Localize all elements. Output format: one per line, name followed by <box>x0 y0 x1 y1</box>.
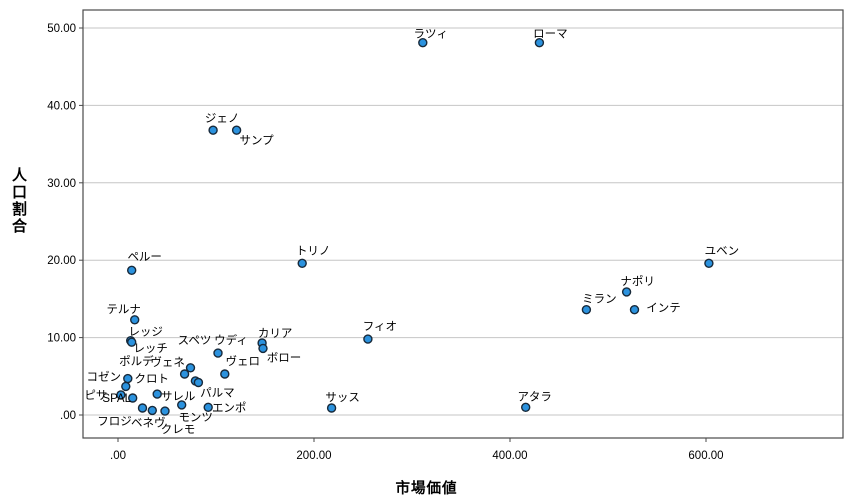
data-point <box>231 125 242 135</box>
point-label: フロジ <box>97 416 132 428</box>
data-point <box>179 369 190 379</box>
data-point <box>121 381 131 392</box>
data-point <box>220 369 230 379</box>
data-point <box>193 377 204 388</box>
point-label: クロト <box>135 373 170 386</box>
x-tick-label: .00 <box>110 450 126 462</box>
point-label: コゼン <box>87 370 122 383</box>
data-point <box>534 38 545 48</box>
point-label: SPAL <box>102 393 131 405</box>
point-label: ユベン <box>705 245 740 257</box>
point-label: ウディ <box>214 333 248 347</box>
point-label: ボロー <box>267 351 302 364</box>
point-label: パルマ <box>200 387 235 400</box>
point-label: スペツ <box>178 335 212 347</box>
point-label: レッジ <box>128 327 163 339</box>
point-label: トリノ <box>296 245 331 257</box>
data-point <box>621 287 632 297</box>
point-label: ミラン <box>582 294 617 306</box>
point-label: アタラ <box>517 390 552 403</box>
point-label: テルナ <box>106 303 141 316</box>
data-point <box>704 258 714 268</box>
data-point <box>137 403 148 413</box>
data-point <box>126 337 137 347</box>
data-point <box>297 258 307 268</box>
x-axis-title: 市場価値 <box>395 481 458 497</box>
data-point <box>629 305 640 315</box>
point-label: カリア <box>258 327 293 340</box>
point-label: サレル <box>161 390 196 403</box>
point-label: フィオ <box>363 320 397 333</box>
plot-frame <box>82 9 844 439</box>
x-tick-label: 200.00 <box>296 450 331 462</box>
data-point <box>160 406 170 416</box>
data-point <box>203 402 213 412</box>
data-point <box>258 343 268 354</box>
data-point <box>521 402 531 412</box>
point-label: クレモ <box>161 423 196 436</box>
point-label: モンツ <box>178 412 213 424</box>
data-point <box>213 348 223 358</box>
data-point <box>326 403 337 413</box>
point-label: ラツィ <box>414 29 449 41</box>
point-label: エンポ <box>212 401 247 414</box>
point-label: サンプ <box>240 134 275 147</box>
data-point <box>152 389 162 399</box>
point-label: ヴェネ <box>150 355 185 369</box>
y-tick-label: 30.00 <box>47 178 76 190</box>
data-point <box>147 405 158 416</box>
x-tick-label: 600.00 <box>688 450 723 462</box>
point-label: ローマ <box>533 29 568 41</box>
data-point <box>126 265 137 275</box>
data-point <box>116 390 126 400</box>
x-tick-label: 400.00 <box>492 450 527 462</box>
point-label: ヴェロ <box>226 354 261 368</box>
point-label: ベネヴ <box>131 415 166 429</box>
point-label: ピサ <box>84 389 107 402</box>
data-point <box>176 400 187 410</box>
y-tick-label: .00 <box>60 410 76 422</box>
y-tick-label: 50.00 <box>47 23 76 35</box>
y-tick-label: 20.00 <box>47 255 76 267</box>
data-point <box>123 373 133 384</box>
y-tick-label: 40.00 <box>47 100 76 112</box>
data-point <box>581 305 592 315</box>
y-axis-title: 人口割合 <box>10 167 27 235</box>
data-point <box>208 125 218 135</box>
point-label: ペルー <box>127 251 162 263</box>
point-label: サッス <box>325 391 360 404</box>
data-point <box>127 393 138 403</box>
data-point <box>129 315 140 325</box>
data-point <box>418 38 428 48</box>
point-label: ポルデ <box>119 354 154 368</box>
y-tick-label: 10.00 <box>47 333 76 345</box>
point-label: レッチ <box>133 342 168 355</box>
data-point <box>363 334 373 344</box>
point-label: ナポリ <box>620 275 655 288</box>
point-label: インテ <box>646 303 681 315</box>
data-point <box>185 363 196 373</box>
point-label: ジェノ <box>205 113 240 125</box>
